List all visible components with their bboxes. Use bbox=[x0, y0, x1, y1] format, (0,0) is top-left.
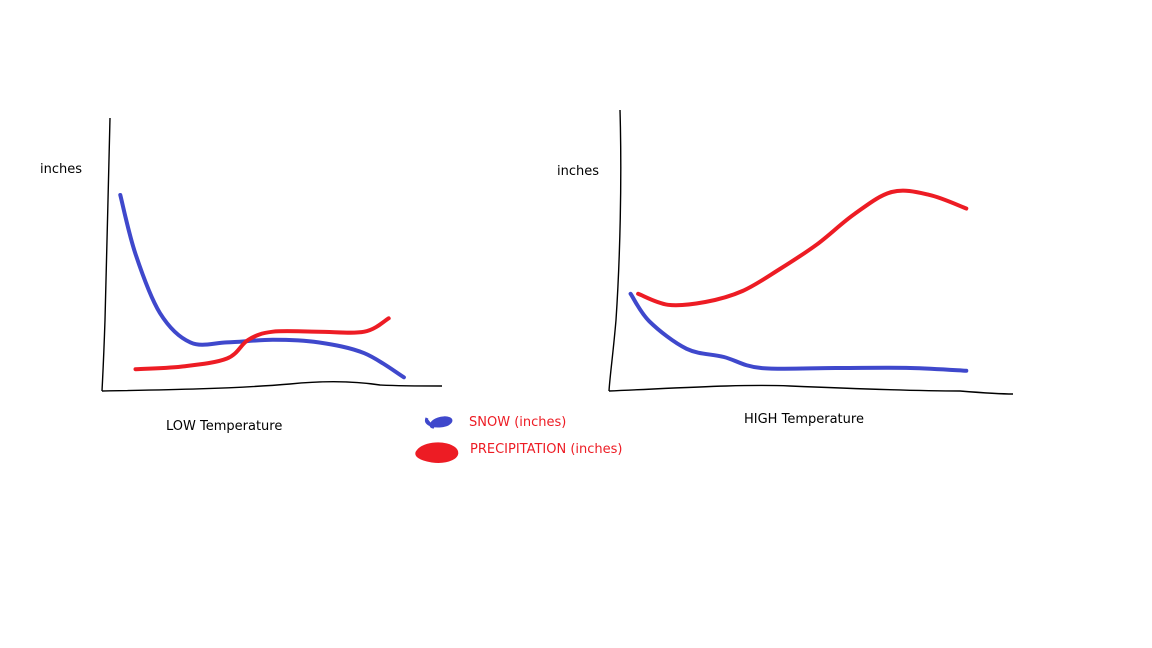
left-chart-snow-line bbox=[118, 193, 406, 380]
right-chart: inches HIGH Temperature bbox=[557, 109, 1014, 427]
left-chart-x-axis bbox=[101, 381, 443, 392]
snow-legend-swatch bbox=[424, 416, 453, 429]
precipitation-legend-swatch bbox=[415, 442, 459, 463]
left-chart: inches LOW Temperature bbox=[40, 117, 443, 434]
legend: SNOW (inches) PRECIPITATION (inches) bbox=[415, 415, 623, 463]
right-chart-series-group bbox=[628, 188, 969, 373]
right-chart-x-label: HIGH Temperature bbox=[744, 412, 864, 427]
left-chart-precipitation-line bbox=[133, 316, 391, 372]
right-chart-y-axis bbox=[608, 109, 622, 392]
right-chart-x-axis bbox=[608, 384, 1014, 395]
snow-legend-label: SNOW (inches) bbox=[469, 415, 566, 430]
right-chart-snow-line bbox=[628, 291, 969, 373]
right-chart-precipitation-line bbox=[636, 188, 969, 308]
left-chart-y-label: inches bbox=[40, 162, 82, 177]
right-chart-y-label: inches bbox=[557, 164, 599, 179]
left-chart-x-label: LOW Temperature bbox=[166, 419, 282, 434]
left-chart-series-group bbox=[118, 193, 406, 380]
left-chart-y-axis bbox=[101, 117, 111, 392]
precipitation-legend-label: PRECIPITATION (inches) bbox=[470, 442, 623, 457]
